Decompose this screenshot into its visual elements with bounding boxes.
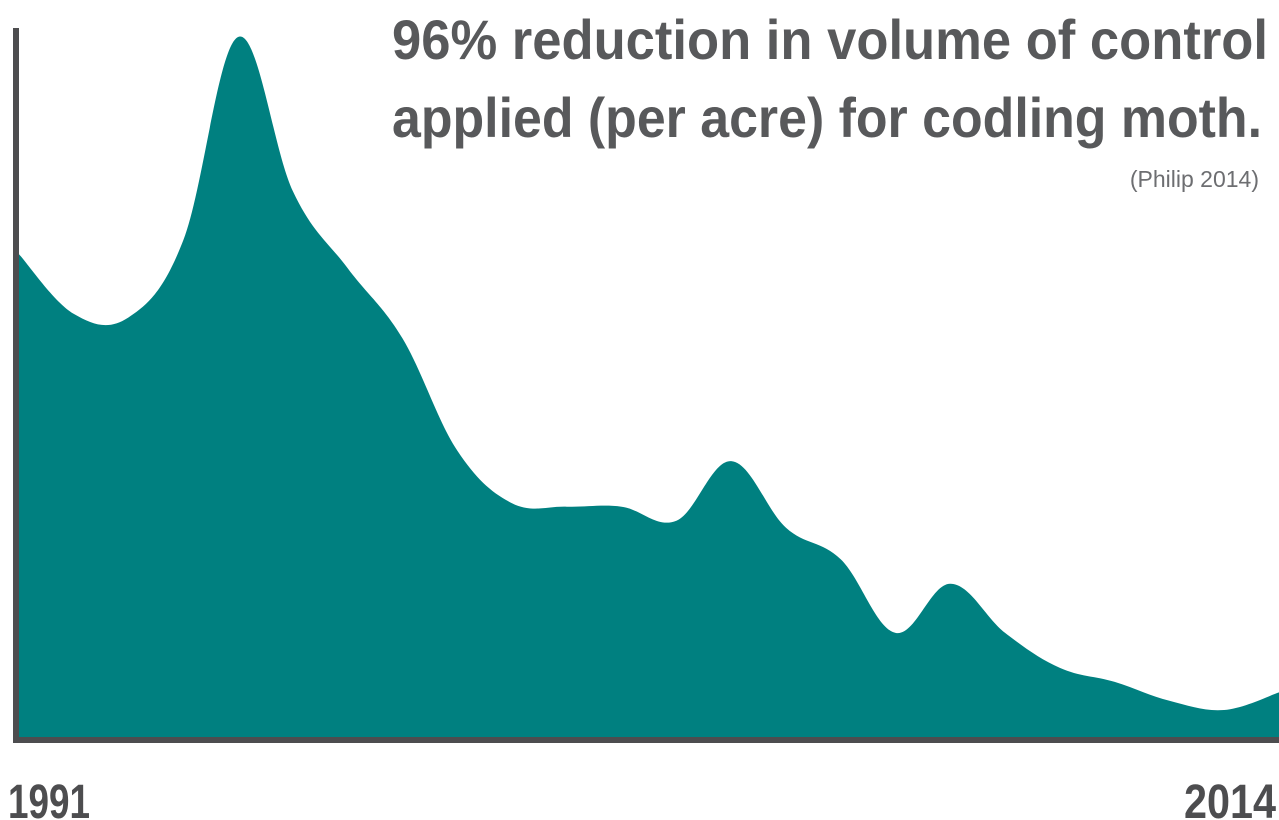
chart-title-line-1: 96% reduction in volume of control <box>392 8 1268 71</box>
citation-label: (Philip 2014) <box>1130 166 1259 192</box>
area-series <box>19 36 1279 738</box>
chart-title-line-2: applied (per acre) for codling moth. <box>392 86 1262 149</box>
x-start-label: 1991 <box>8 776 90 820</box>
x-end-label: 2014 <box>1184 776 1276 820</box>
